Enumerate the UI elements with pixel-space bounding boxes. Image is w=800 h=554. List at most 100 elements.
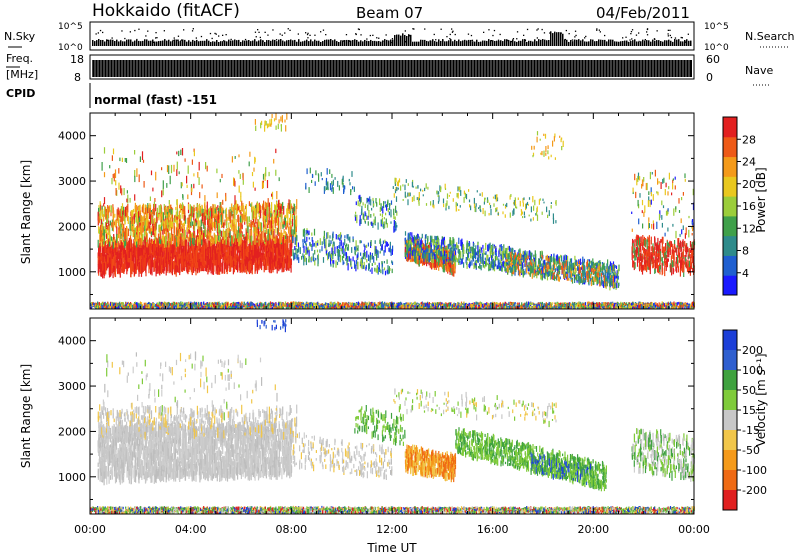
nsky-bar: [164, 39, 166, 46]
range-gate-cell: [283, 229, 285, 234]
range-gate-cell: [150, 253, 152, 268]
range-gate-cell: [144, 236, 146, 244]
nsky-bar: [192, 39, 194, 46]
range-gate-cell: [240, 232, 242, 238]
range-gate-cell: [247, 263, 249, 272]
range-gate-cell: [264, 201, 267, 209]
range-gate-cell: [207, 265, 209, 273]
range-gate-cell: [249, 151, 251, 157]
range-gate-cell: [353, 186, 355, 192]
range-gate-cell: [125, 158, 128, 163]
range-gate-cell: [286, 113, 288, 120]
nsearch-dot: [155, 32, 157, 34]
nsearch-dot: [107, 39, 109, 42]
range-gate-cell: [230, 245, 232, 251]
nsky-bar: [238, 39, 240, 46]
range-gate-cell: [253, 219, 255, 223]
range-gate-cell: [201, 208, 203, 214]
range-gate-cell: [161, 251, 164, 258]
range-gate-cell: [174, 251, 177, 263]
nsky-bar: [410, 34, 412, 46]
range-gate-cell: [322, 257, 325, 263]
range-gate-cell: [261, 180, 264, 189]
nsky-bar: [450, 39, 452, 46]
nsearch-dot: [446, 36, 448, 38]
nsky-bar: [228, 39, 230, 46]
range-gate-cell: [239, 222, 241, 235]
nsky-bar: [268, 40, 270, 46]
range-gate-cell: [109, 240, 111, 255]
range-gate-cell: [347, 255, 349, 262]
range-gate-cell: [123, 227, 125, 231]
nsearch-dot: [259, 36, 261, 39]
range-gate-cell: [296, 215, 298, 227]
range-gate-cell: [254, 208, 256, 219]
range-gate-cell: [169, 245, 172, 256]
range-gate-cell: [293, 204, 296, 212]
range-gate-cell: [115, 256, 117, 263]
range-gate-cell: [180, 254, 182, 264]
nsearch-dot: [685, 41, 687, 43]
nsky-bar: [482, 40, 484, 46]
range-gate-cell: [119, 240, 121, 254]
nsky-bar: [552, 33, 554, 46]
range-gate-cell: [357, 200, 359, 207]
nsearch-dot: [674, 37, 677, 39]
range-gate-cell: [248, 201, 250, 207]
range-gate-cell: [205, 244, 207, 258]
range-gate-cell: [237, 214, 239, 223]
range-gate-cell: [237, 238, 239, 242]
range-gate-cell: [219, 243, 221, 252]
nsky-bar: [306, 39, 308, 46]
range-gate-cell: [123, 257, 125, 262]
nsearch-dot: [320, 31, 322, 33]
range-gate-cell: [162, 180, 164, 189]
range-gate-cell: [110, 205, 112, 213]
range-gate-cell: [374, 262, 376, 265]
nsky-bar: [338, 41, 340, 46]
range-gate-cell: [197, 172, 199, 178]
range-gate-cell: [126, 190, 128, 194]
range-gate-cell: [103, 203, 105, 207]
range-gate-cell: [162, 267, 164, 273]
range-gate-cell: [161, 167, 163, 171]
nsky-bar: [480, 41, 482, 46]
range-gate-cell: [178, 171, 180, 175]
range-gate-cell: [222, 253, 224, 266]
nsky-bar: [272, 39, 274, 46]
range-gate-cell: [134, 194, 136, 201]
nsky-bar: [662, 41, 664, 46]
nsky-bar: [664, 40, 666, 46]
range-gate-cell: [328, 239, 330, 248]
nsearch-dot: [385, 34, 387, 36]
nsky-bar: [620, 41, 622, 46]
range-gate-cell: [217, 243, 219, 250]
range-gate-cell: [151, 242, 154, 253]
range-gate-cell: [312, 174, 314, 178]
range-gate-cell: [258, 260, 260, 265]
range-gate-cell: [139, 253, 141, 265]
nsky-bar: [590, 39, 592, 46]
range-gate-cell: [316, 243, 318, 246]
range-gate-cell: [342, 260, 344, 266]
range-gate-cell: [225, 214, 227, 221]
range-gate-cell: [374, 240, 376, 244]
range-gate-cell: [110, 257, 112, 264]
range-gate-cell: [286, 208, 288, 213]
range-gate-cell: [252, 245, 254, 259]
range-gate-cell: [120, 206, 122, 217]
range-gate-cell: [124, 249, 126, 260]
range-gate-cell: [259, 233, 261, 241]
range-gate-cell: [332, 187, 334, 194]
range-gate-cell: [139, 156, 141, 162]
nsky-bar: [570, 40, 572, 46]
range-gate-cell: [134, 227, 136, 236]
range-gate-cell: [120, 253, 122, 259]
nsky-bar: [600, 39, 602, 46]
nsky-bar: [534, 39, 536, 46]
range-gate-cell: [381, 261, 383, 265]
range-gate-cell: [225, 245, 227, 256]
range-gate-cell: [181, 233, 183, 237]
range-gate-cell: [133, 219, 135, 230]
